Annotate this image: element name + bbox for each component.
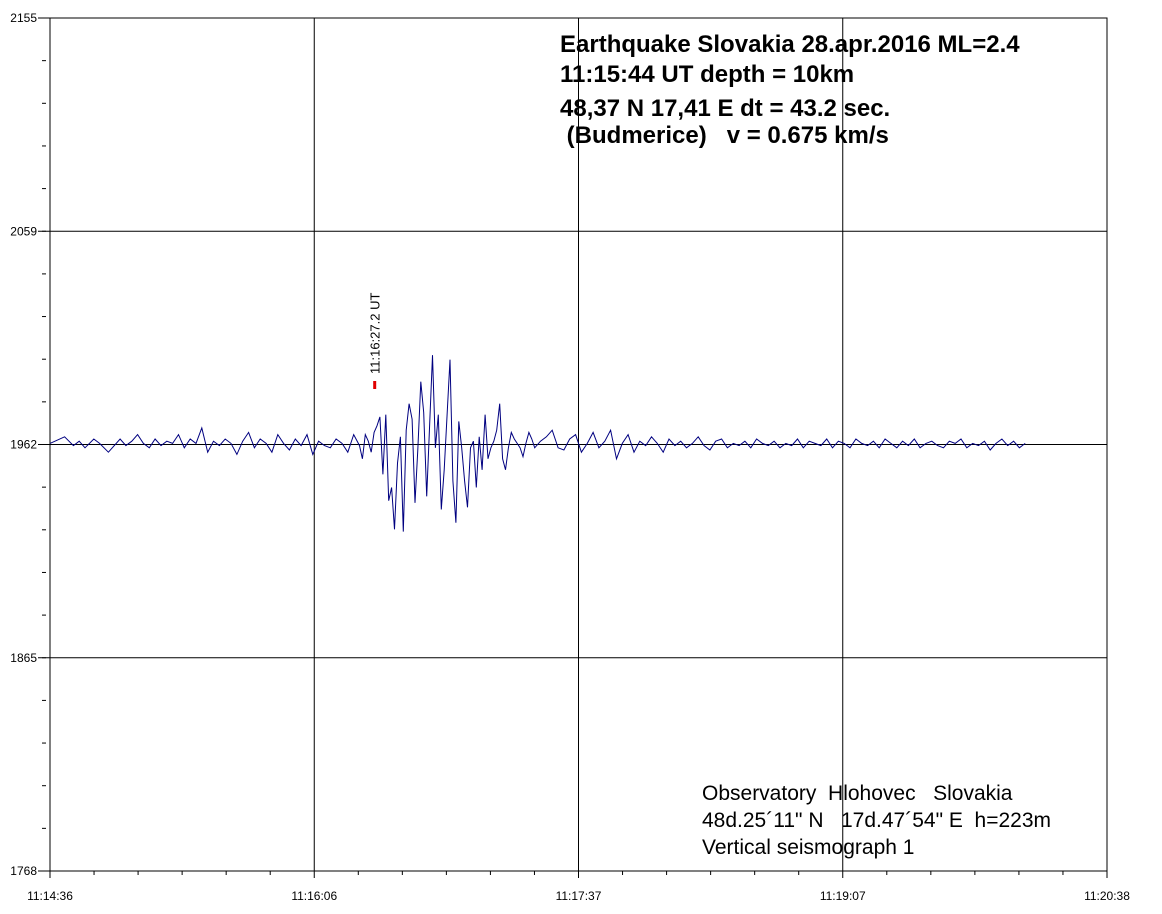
y-tick-labels: 2155 2059 1962 1865 1768 bbox=[10, 11, 50, 878]
title-line-4: (Budmerice) v = 0.675 km/s bbox=[560, 122, 889, 149]
title-line-2: 11:15:44 UT depth = 10km bbox=[560, 61, 854, 88]
station-line-2: 48d.25´11" N 17d.47´54" E h=223m bbox=[702, 809, 1051, 832]
x-tick-label: 11:19:07 bbox=[820, 889, 866, 903]
arrival-label: 11:16:27.2 UT bbox=[368, 293, 383, 374]
minor-ticks bbox=[42, 60, 1108, 878]
station-line-3: Vertical seismograph 1 bbox=[702, 836, 914, 859]
y-tick-label: 1768 bbox=[10, 864, 37, 878]
x-tick-labels: 11:14:36 11:16:06 11:17:37 11:19:07 11:20:38 bbox=[27, 889, 1130, 903]
station-line-1: Observatory Hlohovec Slovakia bbox=[702, 782, 1013, 805]
y-tick-label: 2059 bbox=[10, 224, 37, 238]
y-tick-label: 2155 bbox=[10, 11, 37, 25]
title-line-1: Earthquake Slovakia 28.apr.2016 ML=2.4 bbox=[560, 31, 1020, 58]
arrival-marker bbox=[373, 381, 377, 389]
x-tick-label: 11:16:06 bbox=[291, 889, 337, 903]
x-tick-label: 11:14:36 bbox=[27, 889, 73, 903]
x-tick-label: 11:17:37 bbox=[556, 889, 602, 903]
y-tick-label: 1865 bbox=[10, 651, 37, 665]
seismogram-trace bbox=[49, 355, 1026, 532]
y-tick-label: 1962 bbox=[10, 438, 37, 452]
x-tick-label: 11:20:38 bbox=[1084, 889, 1130, 903]
title-line-3: 48,37 N 17,41 E dt = 43.2 sec. bbox=[560, 95, 890, 122]
